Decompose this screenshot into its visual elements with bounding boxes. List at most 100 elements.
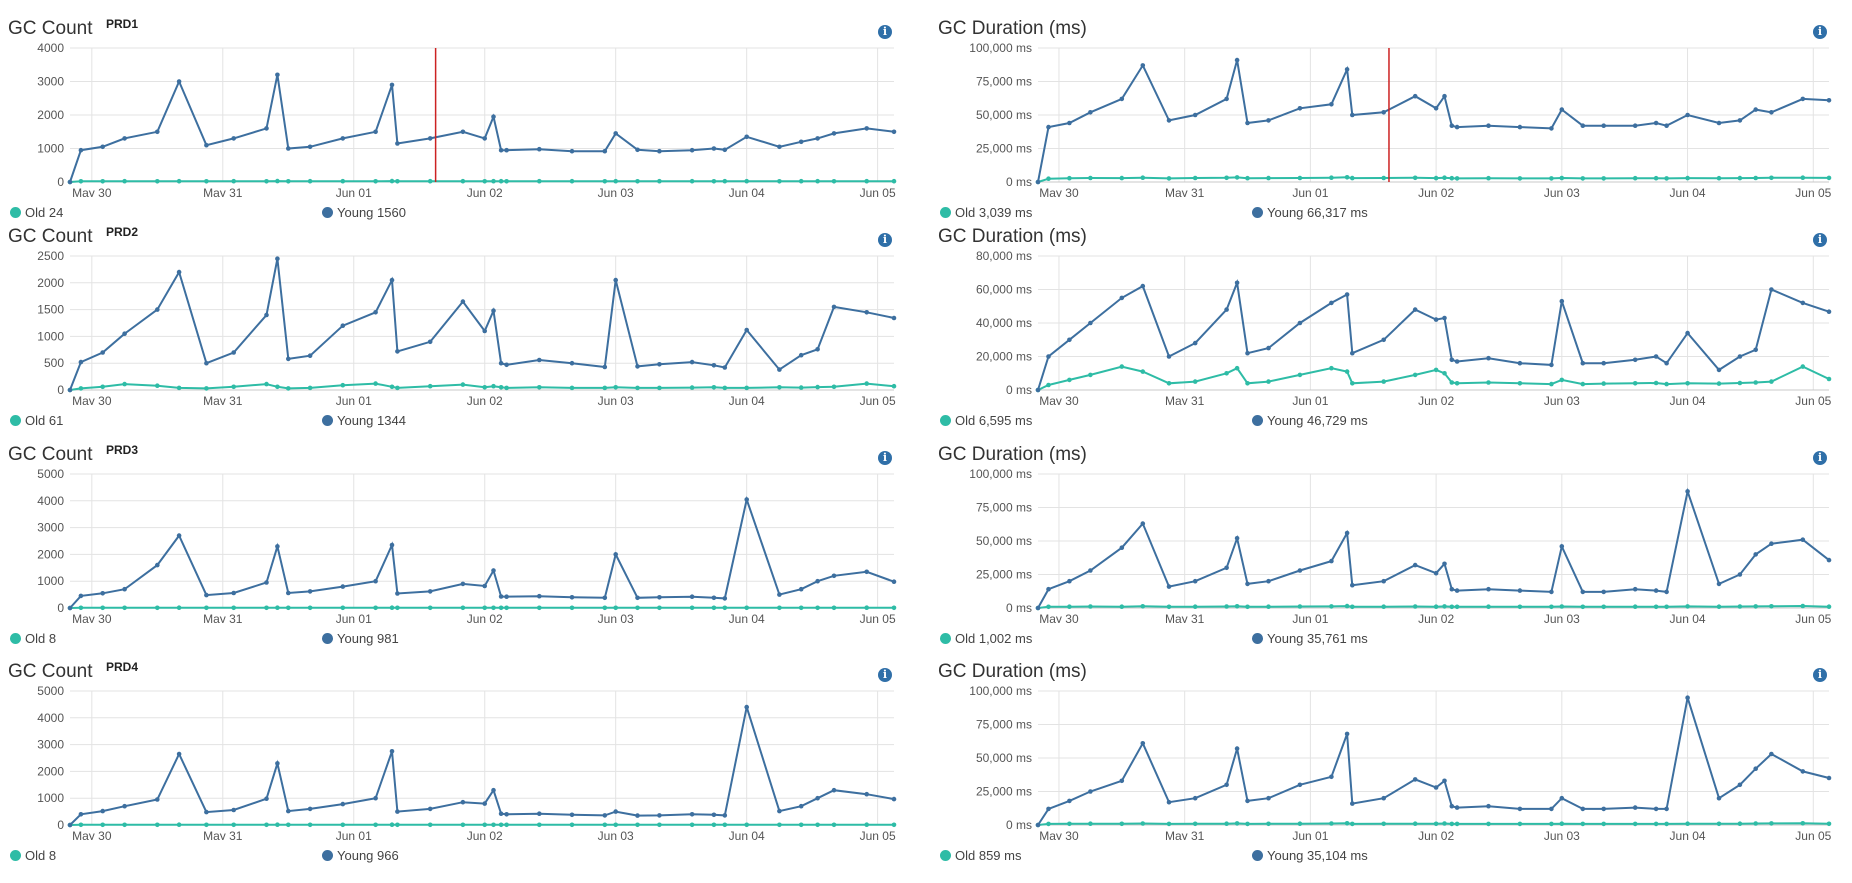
legend-item-young[interactable]: Young 35,761 ms: [1252, 631, 1368, 646]
legend-marker-old: [10, 207, 21, 218]
young-data-point: [1486, 586, 1491, 592]
old-data-point: [389, 178, 395, 184]
y-tick-label: 1500: [37, 303, 64, 317]
young-data-point: [613, 552, 618, 557]
young-data-point: [286, 590, 291, 596]
legend: Old 859 ms Young 35,104 ms: [940, 848, 1825, 864]
legend-item-young[interactable]: Young 1344: [322, 413, 406, 428]
old-data-point: [1449, 175, 1455, 181]
y-tick-label: 3000: [37, 75, 64, 89]
young-data-point: [231, 136, 236, 141]
environment-badge: PRD1: [106, 17, 139, 31]
young-data-point: [744, 704, 749, 710]
old-data-point: [275, 605, 280, 610]
legend-item-old[interactable]: Old 8: [10, 848, 56, 863]
info-icon[interactable]: i: [878, 451, 892, 465]
legend-item-young[interactable]: Young 1560: [322, 205, 406, 220]
y-tick-label: 0 ms: [1006, 383, 1032, 397]
x-tick-label: Jun 01: [336, 186, 372, 197]
young-data-point: [176, 79, 182, 84]
young-data-point: [1166, 584, 1172, 589]
info-icon[interactable]: i: [1813, 233, 1827, 247]
x-tick-label: May 31: [203, 829, 243, 840]
young-data-point: [1653, 588, 1659, 593]
young-data-point: [427, 136, 433, 141]
y-tick-label: 20,000 ms: [976, 350, 1032, 364]
young-data-point: [1685, 330, 1690, 336]
legend-item-young[interactable]: Young 66,317 ms: [1252, 205, 1368, 220]
legend-item-young[interactable]: Young 35,104 ms: [1252, 848, 1368, 863]
legend-item-young[interactable]: Young 46,729 ms: [1252, 413, 1368, 428]
young-data-point: [1653, 120, 1659, 126]
old-data-point: [78, 386, 84, 391]
young-data-point: [537, 357, 542, 363]
old-data-point: [613, 385, 618, 390]
young-data-point: [307, 589, 313, 594]
old-data-point: [155, 179, 160, 184]
young-data-point: [1601, 360, 1606, 366]
legend-label-old: Old 61: [25, 413, 64, 428]
old-data-point: [1166, 176, 1172, 181]
young-data-point: [78, 359, 84, 365]
old-data-point: [831, 384, 837, 390]
legend: Old 1,002 ms Young 35,761 ms: [940, 631, 1825, 647]
young-data-point: [1350, 582, 1355, 588]
young-data-point: [602, 364, 608, 370]
info-icon[interactable]: i: [1813, 451, 1827, 465]
x-tick-label: Jun 01: [336, 612, 372, 623]
legend-item-old[interactable]: Old 3,039 ms: [940, 205, 1032, 220]
legend-label-old: Old 1,002 ms: [955, 631, 1033, 646]
info-icon[interactable]: i: [878, 233, 892, 247]
young-data-point: [340, 584, 346, 589]
legend-item-old[interactable]: Old 1,002 ms: [940, 631, 1032, 646]
young-data-point: [1580, 360, 1586, 366]
young-data-point: [395, 809, 400, 814]
young-data-point: [1653, 806, 1659, 812]
young-data-point: [1119, 295, 1125, 301]
legend-item-old[interactable]: Old 6,595 ms: [940, 413, 1032, 428]
young-data-point: [537, 811, 542, 816]
old-data-point: [498, 385, 504, 390]
young-data-point: [482, 136, 488, 141]
young-data-point: [689, 812, 695, 817]
old-data-point: [569, 178, 575, 184]
old-data-point: [340, 822, 346, 828]
legend-marker-young: [1252, 415, 1263, 426]
legend-item-young[interactable]: Young 966: [322, 848, 399, 863]
young-data-point: [504, 362, 509, 368]
young-data-point: [1297, 320, 1303, 326]
old-data-point: [504, 179, 509, 184]
legend-item-old[interactable]: Old 24: [10, 205, 63, 220]
old-data-point: [815, 822, 820, 828]
old-data-point: [1224, 821, 1229, 826]
info-icon[interactable]: i: [878, 668, 892, 682]
old-data-point: [722, 178, 728, 184]
legend-item-young[interactable]: Young 981: [322, 631, 399, 646]
young-data-point: [122, 803, 127, 809]
y-tick-label: 0 ms: [1006, 818, 1032, 832]
info-icon[interactable]: i: [1813, 668, 1827, 682]
info-icon[interactable]: i: [878, 25, 892, 39]
young-series-line: [69, 74, 895, 183]
young-data-point: [504, 147, 509, 153]
young-data-point: [482, 328, 488, 334]
young-data-point: [1046, 806, 1051, 812]
old-data-point: [389, 822, 395, 827]
old-data-point: [460, 382, 466, 387]
y-tick-label: 2000: [37, 108, 64, 122]
old-data-point: [1769, 175, 1774, 181]
info-icon[interactable]: i: [1813, 25, 1827, 39]
x-tick-label: May 30: [1039, 829, 1079, 840]
young-data-point: [1442, 561, 1447, 567]
young-data-point: [1486, 123, 1491, 128]
young-data-point: [602, 813, 608, 818]
y-tick-label: 25,000 ms: [976, 785, 1032, 799]
legend-item-old[interactable]: Old 8: [10, 631, 56, 646]
x-tick-label: Jun 05: [1795, 394, 1831, 405]
prd4-duration-plot: 0 ms 25,000 ms 50,000 ms 75,000 ms 100,000 m…: [969, 684, 1831, 840]
young-data-point: [427, 806, 433, 812]
old-data-point: [1601, 176, 1606, 181]
legend-item-old[interactable]: Old 859 ms: [940, 848, 1021, 863]
young-data-point: [1517, 360, 1523, 366]
legend-item-old[interactable]: Old 61: [10, 413, 63, 428]
